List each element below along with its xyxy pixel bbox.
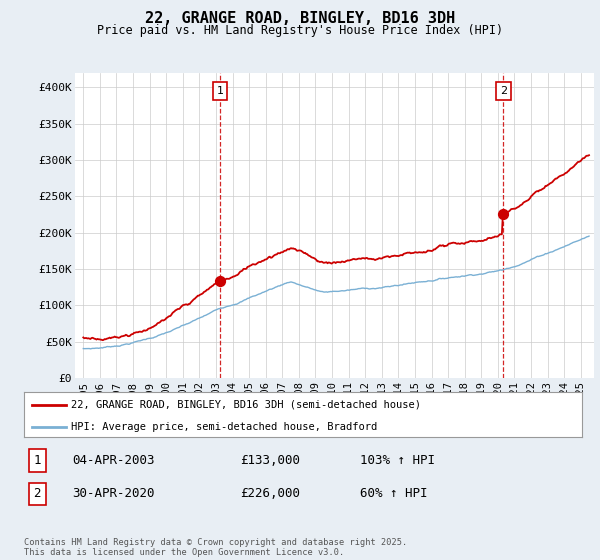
Text: 22, GRANGE ROAD, BINGLEY, BD16 3DH (semi-detached house): 22, GRANGE ROAD, BINGLEY, BD16 3DH (semi… [71,399,421,409]
Text: Price paid vs. HM Land Registry's House Price Index (HPI): Price paid vs. HM Land Registry's House … [97,24,503,36]
Point [499,209,508,218]
Text: 30-APR-2020: 30-APR-2020 [72,487,155,501]
Text: HPI: Average price, semi-detached house, Bradford: HPI: Average price, semi-detached house,… [71,422,377,432]
Text: 103% ↑ HPI: 103% ↑ HPI [360,454,435,467]
Text: 2: 2 [500,86,507,96]
Text: £226,000: £226,000 [240,487,300,501]
Text: Contains HM Land Registry data © Crown copyright and database right 2025.
This d: Contains HM Land Registry data © Crown c… [24,538,407,557]
Text: £133,000: £133,000 [240,454,300,467]
Text: 60% ↑ HPI: 60% ↑ HPI [360,487,427,501]
Text: 22, GRANGE ROAD, BINGLEY, BD16 3DH: 22, GRANGE ROAD, BINGLEY, BD16 3DH [145,11,455,26]
Point [215,277,225,286]
Text: 2: 2 [34,487,41,501]
Text: 1: 1 [34,454,41,467]
Text: 04-APR-2003: 04-APR-2003 [72,454,155,467]
Text: 1: 1 [217,86,224,96]
